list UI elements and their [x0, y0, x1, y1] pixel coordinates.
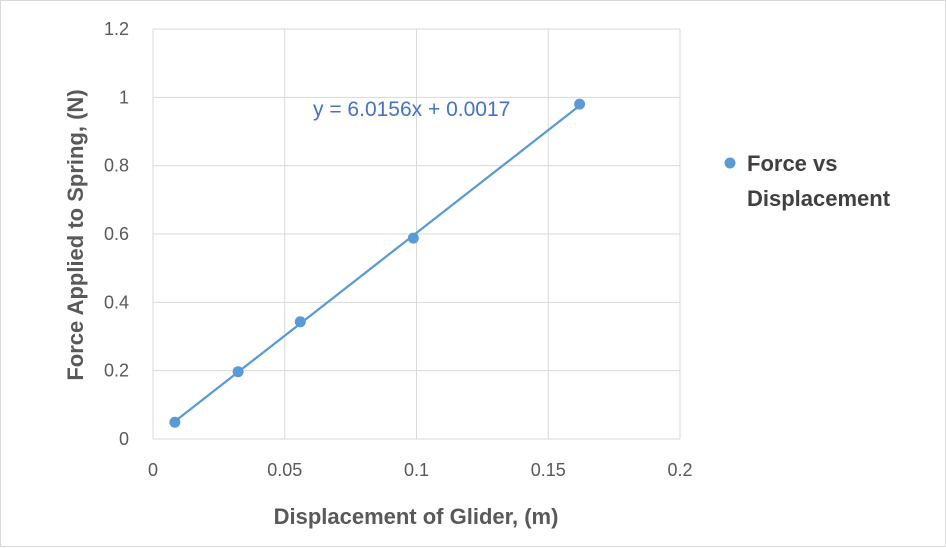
data-point: [407, 232, 419, 244]
legend-label-line-2: Displacement: [747, 186, 891, 211]
legend-marker: [724, 157, 736, 169]
y-tick-label: 0.8: [104, 156, 129, 176]
y-axis-title: Force Applied to Spring, (N): [63, 89, 88, 380]
y-tick-label: 0.4: [104, 292, 129, 312]
y-tick-label: 0.6: [104, 224, 129, 244]
data-point: [169, 416, 181, 428]
x-axis-title: Displacement of Glider, (m): [274, 504, 559, 529]
x-tick-label: 0.05: [267, 460, 302, 480]
x-tick-label: 0.15: [531, 460, 566, 480]
y-tick-label: 1: [119, 87, 129, 107]
y-tick-label: 0: [119, 429, 129, 449]
legend: Force vs Displacement: [724, 151, 891, 211]
trendline-equation: y = 6.0156x + 0.0017: [313, 98, 510, 121]
data-point: [574, 98, 586, 110]
y-tick-label: 0.2: [104, 361, 129, 381]
data-point: [294, 316, 306, 328]
x-tick-label: 0.2: [667, 460, 692, 480]
x-tick-label: 0.1: [404, 460, 429, 480]
data-point: [232, 366, 244, 378]
tick-labels: 0 0.05 0.1 0.15 0.2 0 0.2 0.4 0.6 0.8 1 1.2: [104, 19, 693, 480]
x-tick-label: 0: [148, 460, 158, 480]
data-points: [169, 98, 586, 428]
legend-label-line-1: Force vs: [747, 151, 838, 176]
y-tick-label: 1.2: [104, 19, 129, 39]
